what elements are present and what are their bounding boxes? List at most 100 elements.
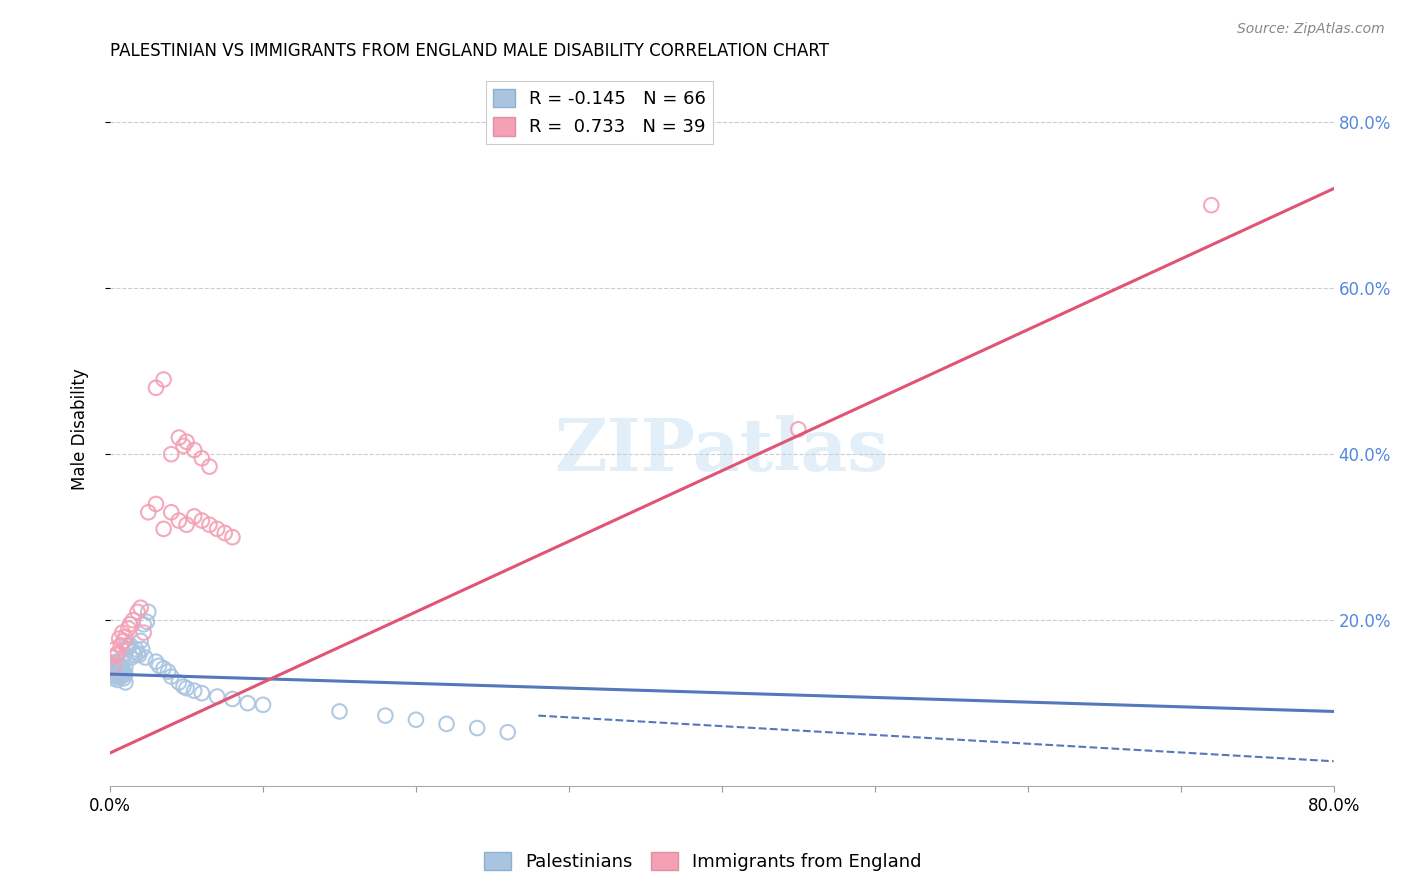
Point xyxy=(110,663,132,677)
Point xyxy=(160,505,183,519)
Point xyxy=(104,660,127,674)
Point xyxy=(104,669,127,683)
Point xyxy=(132,617,155,632)
Text: Source: ZipAtlas.com: Source: ZipAtlas.com xyxy=(1237,22,1385,37)
Point xyxy=(112,671,135,685)
Point xyxy=(122,645,145,659)
Point xyxy=(111,665,134,679)
Point xyxy=(111,669,134,683)
Point xyxy=(191,451,214,466)
Point xyxy=(136,505,159,519)
Point xyxy=(101,658,124,673)
Legend: Palestinians, Immigrants from England: Palestinians, Immigrants from England xyxy=(477,845,929,879)
Point xyxy=(108,658,131,673)
Point xyxy=(117,640,139,654)
Point xyxy=(173,680,195,694)
Point xyxy=(135,615,157,629)
Point xyxy=(214,526,236,541)
Point xyxy=(183,683,205,698)
Point xyxy=(127,646,149,660)
Point xyxy=(198,517,221,532)
Point xyxy=(787,422,810,436)
Point xyxy=(129,634,152,648)
Point xyxy=(129,600,152,615)
Point xyxy=(108,670,131,684)
Point xyxy=(134,650,156,665)
Point xyxy=(145,655,167,669)
Point xyxy=(122,613,145,627)
Point xyxy=(100,658,122,673)
Point xyxy=(104,657,127,671)
Point xyxy=(236,696,259,710)
Point xyxy=(496,725,519,739)
Point xyxy=(104,642,127,657)
Point xyxy=(107,667,129,681)
Point xyxy=(1201,198,1223,212)
Point xyxy=(117,622,139,636)
Point xyxy=(108,665,131,679)
Point xyxy=(160,670,183,684)
Point xyxy=(152,372,174,386)
Point xyxy=(110,658,132,673)
Point xyxy=(105,663,128,677)
Point xyxy=(183,443,205,458)
Point xyxy=(114,675,136,690)
Point xyxy=(176,681,198,696)
Point xyxy=(107,663,129,677)
Point xyxy=(136,605,159,619)
Point xyxy=(198,459,221,474)
Point xyxy=(118,617,141,632)
Point xyxy=(101,658,124,673)
Point xyxy=(191,686,214,700)
Point xyxy=(221,530,243,544)
Point xyxy=(152,661,174,675)
Point xyxy=(160,447,183,461)
Point xyxy=(176,434,198,449)
Point xyxy=(374,708,396,723)
Point xyxy=(111,625,134,640)
Text: PALESTINIAN VS IMMIGRANTS FROM ENGLAND MALE DISABILITY CORRELATION CHART: PALESTINIAN VS IMMIGRANTS FROM ENGLAND M… xyxy=(110,42,830,60)
Point xyxy=(145,497,167,511)
Point xyxy=(221,692,243,706)
Point xyxy=(100,650,122,665)
Point xyxy=(110,638,132,652)
Point xyxy=(121,650,143,665)
Point xyxy=(108,632,131,646)
Point xyxy=(145,381,167,395)
Point xyxy=(124,648,146,662)
Point xyxy=(105,658,128,673)
Point xyxy=(111,660,134,674)
Point xyxy=(148,658,170,673)
Point xyxy=(101,671,124,685)
Point xyxy=(152,522,174,536)
Point xyxy=(125,642,148,657)
Point xyxy=(252,698,274,712)
Point xyxy=(105,648,128,662)
Point xyxy=(114,630,136,644)
Point xyxy=(205,522,228,536)
Point xyxy=(176,517,198,532)
Point xyxy=(128,648,150,662)
Point xyxy=(104,665,127,679)
Point xyxy=(114,660,136,674)
Point xyxy=(107,658,129,673)
Point xyxy=(167,514,190,528)
Point xyxy=(405,713,427,727)
Point xyxy=(167,675,190,690)
Point xyxy=(107,673,129,687)
Point xyxy=(191,514,214,528)
Point xyxy=(100,663,122,677)
Point xyxy=(173,439,195,453)
Point xyxy=(465,721,488,735)
Point xyxy=(105,655,128,669)
Point xyxy=(115,642,138,657)
Legend: R = -0.145   N = 66, R =  0.733   N = 39: R = -0.145 N = 66, R = 0.733 N = 39 xyxy=(486,81,713,144)
Point xyxy=(157,665,180,679)
Point xyxy=(132,625,155,640)
Point xyxy=(167,431,190,445)
Point xyxy=(112,634,135,648)
Y-axis label: Male Disability: Male Disability xyxy=(72,368,89,491)
Point xyxy=(114,667,136,681)
Point xyxy=(107,646,129,660)
Point xyxy=(110,667,132,681)
